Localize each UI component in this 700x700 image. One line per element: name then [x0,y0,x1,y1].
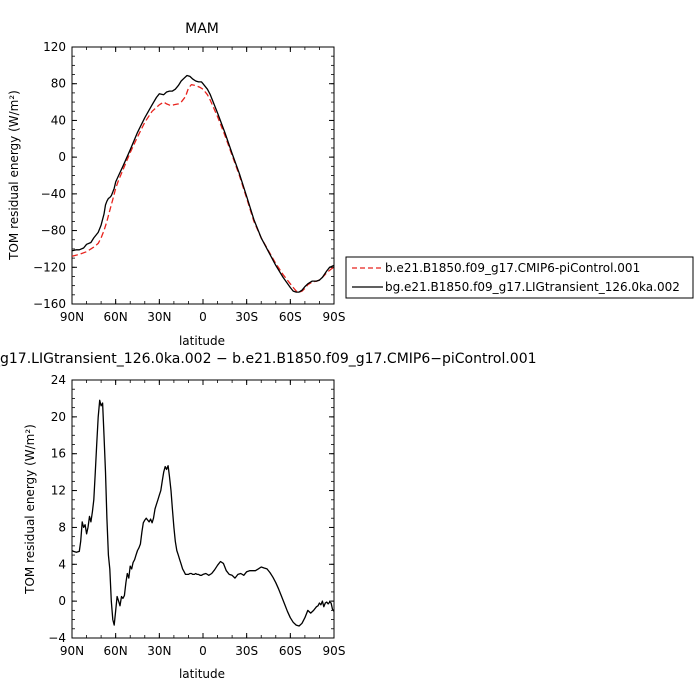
y-tick-label: 0 [58,594,66,608]
series-line-0 [71,399,335,627]
chart-title: bg.e21.B1850.f09_g17.LIGtransient_126.0k… [0,351,537,367]
chart-title: MAM [185,21,219,37]
x-axis-ticks: 90N 60N 30N 0 30S 60S 90S [60,380,346,658]
series-line-1 [71,74,335,293]
x-axis-ticks: 90N 60N 30N 0 30S 60S 90S [60,47,346,324]
x-tick-label: 0 [199,310,207,324]
x-tick-label: 60S [279,644,302,658]
x-tick-label: 90N [60,310,84,324]
x-axis-label: latitude [179,334,225,348]
x-tick-label: 60N [104,644,128,658]
legend-box [345,256,694,299]
y-tick-label: −80 [41,224,66,238]
x-tick-label: 30S [235,644,258,658]
y-axis-label: TOM residual energy (W/m²) [7,90,21,261]
y-tick-label: 4 [58,557,66,571]
x-tick-label: 60N [104,310,128,324]
y-tick-label: −4 [48,631,66,645]
x-tick-label: 30N [147,644,171,658]
legend-entry-2: bg.e21.B1850.f09_g17.LIGtransient_126.0k… [385,280,680,294]
x-tick-label: 90N [60,644,84,658]
x-axis-label: latitude [179,667,225,681]
x-tick-label: 60S [279,310,302,324]
chart-top-panel: MAM −160 −120 −80 −40 0 40 80 120 90N 60N 30N 0 30S… [7,21,345,324]
legend-entry-1: b.e21.B1850.f09_g17.CMIP6-piControl.001 [385,261,640,275]
series-group [71,74,335,293]
y-tick-label: −160 [33,297,66,311]
y-tick-label: −120 [33,260,66,274]
series-group [71,399,335,627]
series-line-0 [71,83,335,293]
y-tick-label: −40 [41,187,66,201]
y-tick-label: 16 [51,447,66,461]
x-tick-label: 30N [147,310,171,324]
y-tick-label: 20 [51,410,66,424]
y-axis-ticks: −160 −120 −80 −40 0 40 80 120 [33,40,334,311]
x-tick-label: 90S [323,644,346,658]
y-tick-label: 24 [51,373,66,387]
x-tick-label: 90S [323,310,346,324]
y-axis-label: TOM residual energy (W/m²) [23,424,37,595]
y-axis-ticks: −4 0 4 8 12 16 20 24 [48,373,334,645]
x-tick-label: 30S [235,310,258,324]
y-tick-label: 40 [51,113,66,127]
y-tick-label: 0 [58,150,66,164]
legend: b.e21.B1850.f09_g17.CMIP6-piControl.001 … [345,256,694,299]
plot-frame [71,46,335,305]
x-tick-label: 0 [199,644,207,658]
y-tick-label: 12 [51,484,66,498]
y-tick-label: 120 [43,40,66,54]
y-tick-label: 8 [58,520,66,534]
chart-bottom-panel: bg.e21.B1850.f09_g17.LIGtransient_126.0k… [0,334,537,681]
y-tick-label: 80 [51,77,66,91]
